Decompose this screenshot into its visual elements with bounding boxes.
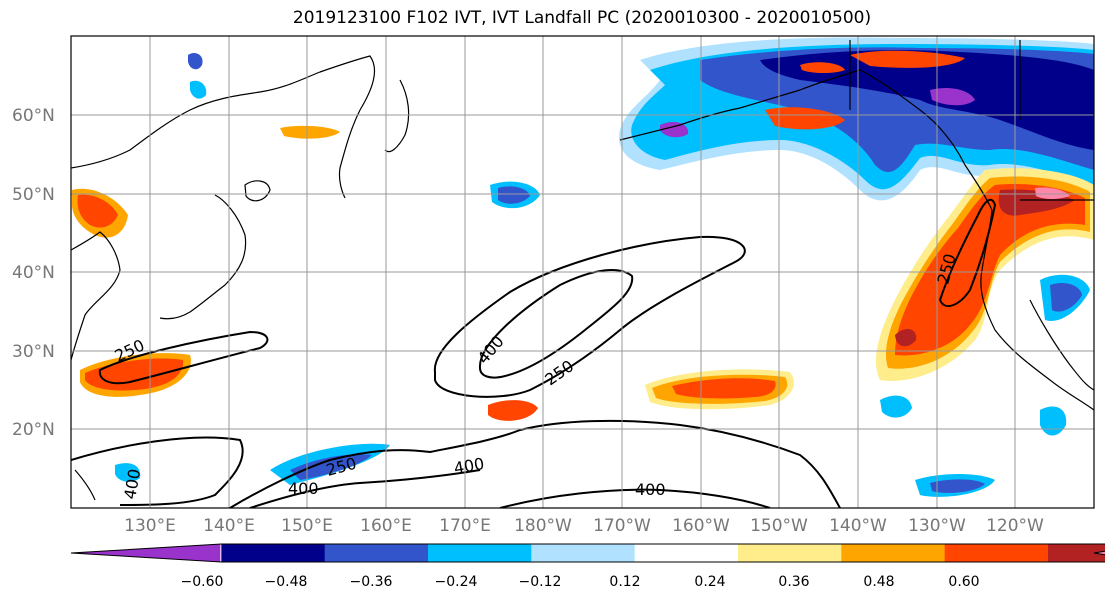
negative-region-east-pacific-2 [1040, 406, 1067, 436]
negative-region-w-trop [115, 463, 141, 482]
negative-region-baja-core [1050, 283, 1082, 312]
colorbar-tick-label: −0.24 [435, 574, 478, 590]
coastline-korea-china [71, 231, 121, 361]
lon-tick-label: 140°W [829, 516, 887, 536]
longitude-labels: 130°E 140°E 150°E 160°E 170°E 180°W 170°… [124, 516, 1044, 536]
contour-400-south-right [499, 488, 771, 508]
colorbar-segment [841, 544, 946, 562]
coastline-asia [71, 55, 375, 199]
colorbar-segment [1048, 544, 1105, 562]
negative-core-purple-2 [660, 121, 689, 138]
contour-250-central [433, 235, 746, 398]
lat-tick-label: 20°N [12, 420, 55, 440]
colorbar-segment [221, 544, 326, 562]
lat-tick-label: 40°N [12, 263, 55, 283]
colorbar-tick-label: −0.36 [350, 574, 393, 590]
colorbar-tick-label: 0.36 [778, 574, 809, 590]
contour-400-south-mid [249, 469, 481, 508]
ivt-contours [71, 198, 997, 508]
coastline-alaska-panhandle [859, 69, 993, 211]
positive-region-alaska-south [765, 107, 845, 130]
lon-tick-label: 170°E [439, 516, 491, 536]
lon-tick-label: 130°E [124, 516, 176, 536]
lon-tick-label: 160°W [672, 516, 730, 536]
lat-tick-label: 50°N [12, 185, 55, 205]
positive-plume-west-coast-dark-2 [895, 328, 917, 347]
colorbar-segment [531, 544, 636, 562]
coastline-philippines [74, 469, 96, 501]
colorbar-segment [634, 544, 739, 562]
colorbar-tick-label: −0.48 [265, 574, 308, 590]
map-title: 2019123100 F102 IVT, IVT Landfall PC (20… [292, 8, 872, 28]
colorbar-tick-label: −0.60 [181, 574, 224, 590]
shading-layer [72, 37, 1094, 497]
contour-label: 400 [635, 480, 666, 499]
coastline-kamchatka [384, 79, 410, 153]
lon-tick-label: 170°W [593, 516, 651, 536]
negative-core-purple-1 [930, 88, 975, 106]
colorbar-segment [324, 544, 429, 562]
lat-tick-label: 30°N [12, 342, 55, 362]
contour-250-west [98, 330, 269, 385]
latitude-labels: 60°N 50°N 40°N 30°N 20°N [12, 106, 55, 440]
map-frame [70, 35, 1095, 509]
colorbar-tick-label: 0.60 [948, 574, 979, 590]
lon-tick-label: 120°W [986, 516, 1044, 536]
colorbar-outline [70, 543, 1105, 563]
colorbar-extend-min [71, 544, 221, 562]
lon-tick-label: 130°W [908, 516, 966, 536]
contour-250-south [229, 419, 841, 508]
coastline-hokkaido [244, 180, 271, 202]
lon-tick-label: 140°E [203, 516, 255, 536]
negative-region-east-pacific [880, 395, 912, 418]
positive-small-cp [488, 400, 538, 421]
colorbar-tick-label: 0.12 [609, 574, 640, 590]
colorbar-tick-label: −0.12 [519, 574, 562, 590]
colorbar-segment [738, 544, 842, 562]
positive-plume-west-coast-pink [1035, 187, 1070, 199]
negative-region-hawaii-east-core [930, 479, 985, 493]
lon-tick-label: 150°E [281, 516, 333, 536]
colorbar [70, 543, 1105, 563]
positive-region-okhotsk [280, 125, 340, 139]
negative-region-japan-sea-2 [190, 80, 207, 99]
positive-region-far-west-core [77, 194, 118, 228]
negative-region-subtropic-core [498, 186, 530, 204]
contour-400-south-left [71, 436, 244, 506]
positive-region-alaska-north [800, 62, 845, 73]
lon-tick-label: 180°W [514, 516, 572, 536]
coastline-north-canada [849, 40, 1094, 201]
positive-band-central-pacific-core [672, 378, 776, 399]
positive-plume-west-coast-core [895, 184, 1085, 356]
colorbar-tick-label: 0.24 [694, 574, 725, 590]
coastline-us-west [980, 209, 1094, 411]
coastline-alaska [619, 69, 861, 141]
contour-label: 400 [288, 479, 319, 498]
lat-tick-label: 60°N [12, 106, 55, 126]
negative-region-japan-sea [188, 53, 203, 70]
colorbar-tick-label: 0.48 [863, 574, 894, 590]
colorbar-tick-labels: −0.60 −0.48 −0.36 −0.24 −0.12 0.12 0.24 … [181, 574, 980, 590]
positive-region-canada [850, 50, 965, 68]
lon-tick-label: 160°E [360, 516, 412, 536]
colorbar-segment [944, 544, 1049, 562]
graticule [71, 36, 1094, 508]
colorbar-segment [428, 544, 532, 562]
coastlines [71, 40, 1094, 501]
negative-region-tropical-west-core [290, 454, 372, 480]
contour-250-coast [938, 198, 997, 308]
lon-tick-label: 150°W [750, 516, 808, 536]
coastline-baja [1029, 299, 1094, 391]
coastline-japan [159, 194, 247, 320]
contour-400-central [478, 269, 634, 379]
